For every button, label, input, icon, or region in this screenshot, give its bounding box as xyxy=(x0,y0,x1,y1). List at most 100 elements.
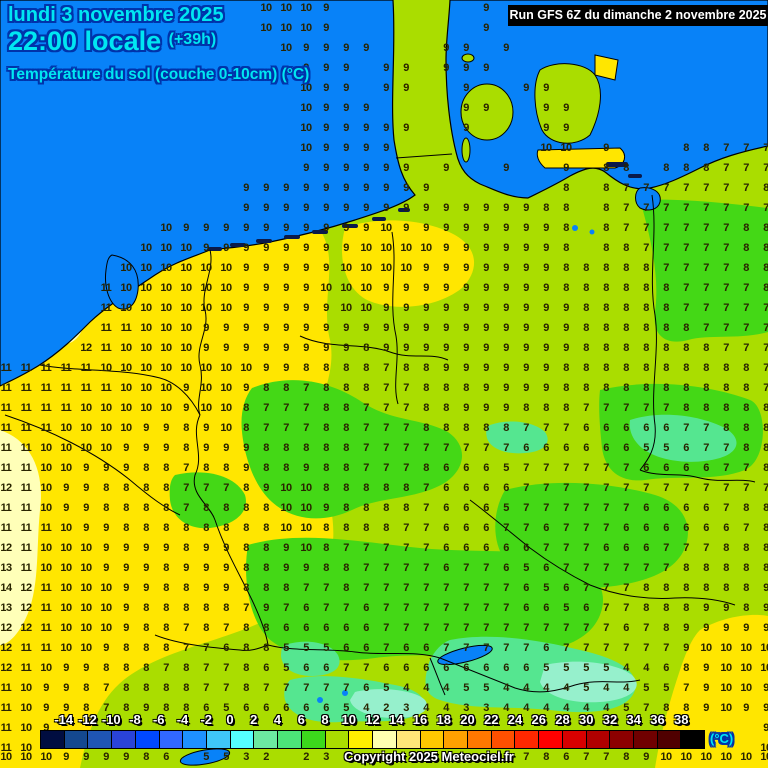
scale-cell xyxy=(207,731,231,748)
temp-value: 6 xyxy=(503,662,509,674)
temp-value: 8 xyxy=(263,622,269,634)
scale-tick-label: 16 xyxy=(412,712,428,727)
temp-value: 7 xyxy=(643,402,649,414)
temp-value: 9 xyxy=(203,422,209,434)
temp-value: 10 xyxy=(260,22,272,34)
temp-value: 10 xyxy=(760,742,768,754)
temp-value: 10 xyxy=(80,442,92,454)
temp-value: 6 xyxy=(283,622,289,634)
temp-value: 6 xyxy=(503,562,509,574)
border-ch-at xyxy=(429,657,446,696)
temp-value: 9 xyxy=(63,502,69,514)
scale-tick-label: -2 xyxy=(200,712,213,727)
temp-value: 8 xyxy=(243,682,249,694)
temp-value: 8 xyxy=(663,302,669,314)
temp-value: 9 xyxy=(763,702,768,714)
temp-value: 10 xyxy=(80,602,92,614)
temp-value: 8 xyxy=(163,562,169,574)
temp-value: 6 xyxy=(643,502,649,514)
temp-value: 8 xyxy=(123,642,129,654)
temp-value: 7 xyxy=(383,642,389,654)
temp-value: 9 xyxy=(143,582,149,594)
temp-value: 6 xyxy=(243,702,249,714)
temp-value: 9 xyxy=(343,322,349,334)
temp-value: 6 xyxy=(663,462,669,474)
temp-value: 7 xyxy=(303,422,309,434)
temp-value: 4 xyxy=(423,702,429,714)
scale-tick-label: -8 xyxy=(129,712,141,727)
temp-value: 7 xyxy=(643,242,649,254)
temp-value: 10 xyxy=(660,751,672,763)
lake-small-east xyxy=(589,229,595,235)
temp-value: 9 xyxy=(343,222,349,234)
temp-value: 4 xyxy=(423,682,429,694)
temp-value: 8 xyxy=(623,262,629,274)
temp-value: 9 xyxy=(543,322,549,334)
temp-value: 6 xyxy=(303,602,309,614)
temp-value: 9 xyxy=(683,622,689,634)
temp-value: 8 xyxy=(683,402,689,414)
temp-value: 6 xyxy=(723,522,729,534)
temp-value: 7 xyxy=(363,462,369,474)
temp-value: 7 xyxy=(723,182,729,194)
temp-value: 9 xyxy=(323,2,329,14)
temp-value: 8 xyxy=(603,382,609,394)
temp-value: 9 xyxy=(563,102,569,114)
temp-value: 8 xyxy=(163,582,169,594)
temp-value: 10 xyxy=(740,682,752,694)
temp-value: 10 xyxy=(220,402,232,414)
temp-value: 7 xyxy=(423,562,429,574)
temp-value: 9 xyxy=(483,362,489,374)
temp-value: 5 xyxy=(563,602,569,614)
temp-value: 9 xyxy=(283,322,289,334)
temp-value: 7 xyxy=(343,602,349,614)
temp-value: 8 xyxy=(603,322,609,334)
temp-value: 10 xyxy=(380,262,392,274)
temp-value: 8 xyxy=(623,282,629,294)
temp-value: 11 xyxy=(20,502,32,514)
temp-value: 9 xyxy=(443,302,449,314)
temp-value: 9 xyxy=(123,751,129,763)
scale-cell xyxy=(112,731,136,748)
temp-value: 9 xyxy=(43,702,49,714)
temp-value: 7 xyxy=(523,751,529,763)
temp-value: 7 xyxy=(283,422,289,434)
temp-value: 10 xyxy=(180,302,192,314)
temp-value: 5 xyxy=(203,751,209,763)
temp-value: 8 xyxy=(683,662,689,674)
temp-value: 9 xyxy=(523,202,529,214)
temp-value: 4 xyxy=(543,702,549,714)
temp-value: 8 xyxy=(643,342,649,354)
temp-value: 9 xyxy=(203,242,209,254)
temp-value: 7 xyxy=(643,622,649,634)
temp-value: 9 xyxy=(483,322,489,334)
temp-value: 10 xyxy=(120,362,132,374)
temp-value: 9 xyxy=(223,582,229,594)
temp-value: 9 xyxy=(243,282,249,294)
temp-value: 8 xyxy=(143,502,149,514)
temp-value: 9 xyxy=(243,462,249,474)
temp-value: 4 xyxy=(603,682,609,694)
temp-value: 7 xyxy=(343,682,349,694)
temp-value: 9 xyxy=(303,262,309,274)
temp-value: 10 xyxy=(60,522,72,534)
temp-value: 5 xyxy=(583,682,589,694)
temp-value: 8 xyxy=(323,462,329,474)
temp-value: 6 xyxy=(223,642,229,654)
temp-value: 8 xyxy=(263,502,269,514)
temp-value: 6 xyxy=(543,442,549,454)
scale-tick-label: 38 xyxy=(674,712,689,727)
temp-value: 7 xyxy=(743,462,749,474)
lake-alpine-1 xyxy=(317,697,323,703)
temp-value: 9 xyxy=(703,702,709,714)
temp-value: 9 xyxy=(123,582,129,594)
island-bornholm xyxy=(594,54,619,81)
temp-value: 7 xyxy=(323,682,329,694)
temp-value: 9 xyxy=(63,682,69,694)
temp-value: 9 xyxy=(343,42,349,54)
temp-value: 8 xyxy=(263,642,269,654)
scale-tick-label: -6 xyxy=(152,712,165,727)
temp-value: 9 xyxy=(483,222,489,234)
temp-value: 10 xyxy=(340,262,352,274)
temp-value: 8 xyxy=(243,542,249,554)
